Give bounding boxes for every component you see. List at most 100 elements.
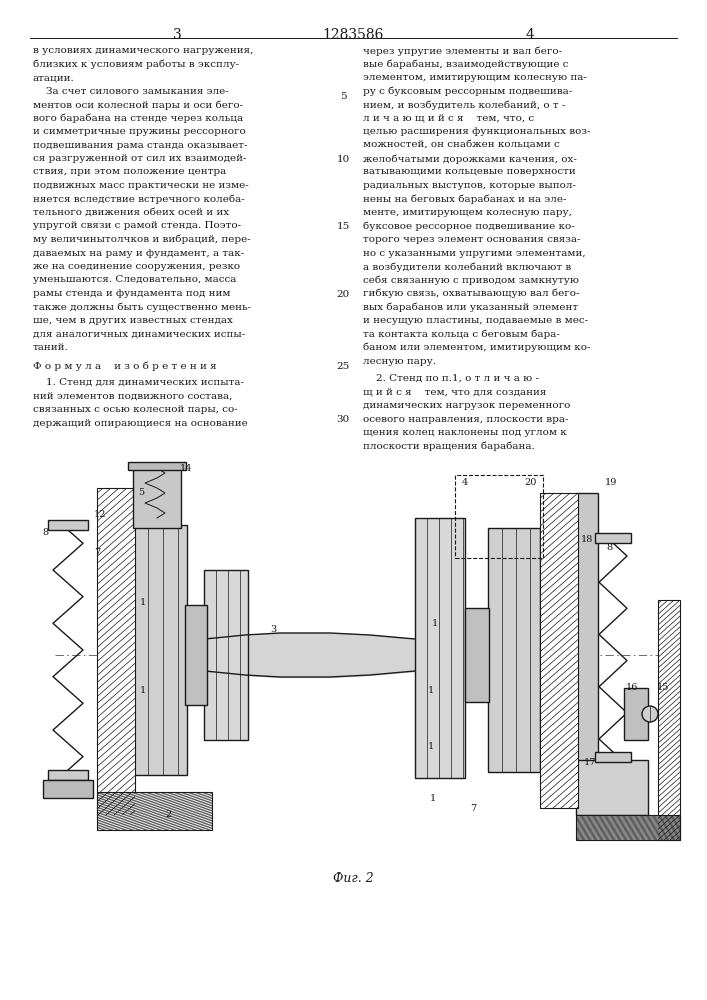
Text: гибкую связь, охватывающую вал бего-: гибкую связь, охватывающую вал бего- [363, 289, 580, 298]
Text: можностей, он снабжен кольцами с: можностей, он снабжен кольцами с [363, 140, 560, 149]
Text: щения колец наклонены под углом к: щения колец наклонены под углом к [363, 428, 567, 437]
Text: уменьшаются. Следовательно, масса: уменьшаются. Следовательно, масса [33, 275, 236, 284]
Bar [576, 760, 648, 815]
Text: 1: 1 [428, 742, 434, 751]
Bar [43, 780, 93, 798]
Text: 19: 19 [605, 478, 617, 487]
Text: менте, имитирующем колесную пару,: менте, имитирующем колесную пару, [363, 208, 572, 217]
Text: ний элементов подвижного состава,: ний элементов подвижного состава, [33, 391, 233, 400]
Text: 1: 1 [430, 794, 436, 803]
Text: 2: 2 [165, 810, 171, 819]
Text: для аналогичных динамических испы-: для аналогичных динамических испы- [33, 330, 245, 338]
Text: ствия, при этом положение центра: ствия, при этом положение центра [33, 167, 226, 176]
Text: атации.: атации. [33, 73, 75, 82]
Text: и симметричные пружины рессорного: и симметричные пружины рессорного [33, 127, 246, 136]
Text: а возбудители колебаний включают в: а возбудители колебаний включают в [363, 262, 571, 271]
Text: 3: 3 [173, 28, 182, 42]
Bar [576, 815, 680, 840]
Text: 17: 17 [584, 758, 597, 767]
Bar [97, 488, 135, 815]
Text: ментов оси колесной пары и оси бего-: ментов оси колесной пары и оси бего- [33, 100, 243, 109]
Bar [624, 688, 648, 740]
Text: 7: 7 [94, 548, 100, 557]
Bar [415, 518, 465, 778]
Bar [48, 520, 88, 530]
Text: 1: 1 [428, 686, 434, 695]
Text: буксовое рессорное подвешивание ко-: буксовое рессорное подвешивание ко- [363, 222, 575, 231]
Text: целью расширения функциональных воз-: целью расширения функциональных воз- [363, 127, 590, 136]
Text: вого барабана на стенде через кольца: вого барабана на стенде через кольца [33, 113, 243, 123]
Text: 20: 20 [337, 290, 350, 299]
Text: 7: 7 [470, 804, 477, 813]
Text: 5: 5 [339, 92, 346, 101]
Text: За счет силового замыкания эле-: За счет силового замыкания эле- [33, 87, 229, 96]
Text: няется вследствие встречного колеба-: няется вследствие встречного колеба- [33, 194, 245, 204]
Text: 5: 5 [138, 488, 144, 497]
Text: 25: 25 [337, 362, 350, 371]
Bar [97, 792, 212, 830]
Text: нием, и возбудитель колебаний, о т -: нием, и возбудитель колебаний, о т - [363, 100, 566, 109]
Bar [595, 533, 631, 543]
Text: тельного движения обеих осей и их: тельного движения обеих осей и их [33, 208, 229, 217]
Text: 10: 10 [337, 155, 350, 164]
Text: близких к условиям работы в эксплу-: близких к условиям работы в эксплу- [33, 60, 239, 69]
Text: Фиг. 2: Фиг. 2 [332, 872, 373, 885]
Text: 8: 8 [606, 543, 612, 552]
Text: радиальных выступов, которые выпол-: радиальных выступов, которые выпол- [363, 181, 576, 190]
Bar [488, 528, 540, 772]
Text: 4: 4 [462, 478, 468, 487]
Text: 1: 1 [140, 686, 146, 695]
Text: плоскости вращения барабана.: плоскости вращения барабана. [363, 442, 534, 451]
Text: ся разгруженной от сил их взаимодей-: ся разгруженной от сил их взаимодей- [33, 154, 247, 163]
Text: 1. Стенд для динамических испыта-: 1. Стенд для динамических испыта- [33, 378, 244, 387]
Text: 1: 1 [432, 619, 438, 628]
Text: и несущую пластины, подаваемые в мес-: и несущую пластины, подаваемые в мес- [363, 316, 588, 325]
Bar [133, 468, 181, 528]
Bar [576, 493, 598, 808]
Bar [185, 605, 207, 705]
Text: также должны быть существенно мень-: также должны быть существенно мень- [33, 302, 251, 312]
Text: 20: 20 [524, 478, 537, 487]
Text: рамы стенда и фундамента под ним: рамы стенда и фундамента под ним [33, 289, 230, 298]
Bar [204, 570, 248, 740]
Text: 18: 18 [581, 535, 593, 544]
Text: упругой связи с рамой стенда. Поэто-: упругой связи с рамой стенда. Поэто- [33, 222, 241, 231]
Bar [540, 493, 578, 808]
Text: подвешивания рама станда оказывает-: подвешивания рама станда оказывает- [33, 140, 247, 149]
Text: нены на беговых барабанах и на эле-: нены на беговых барабанах и на эле- [363, 194, 566, 204]
Text: себя связанную с приводом замкнутую: себя связанную с приводом замкнутую [363, 275, 579, 285]
Text: торого через элемент основания связа-: торого через элемент основания связа- [363, 235, 580, 244]
Bar [595, 752, 631, 762]
Text: 1: 1 [140, 598, 146, 607]
Text: 12: 12 [94, 510, 107, 519]
Text: лесную пару.: лесную пару. [363, 357, 436, 365]
Text: в условиях динамического нагружения,: в условиях динамического нагружения, [33, 46, 253, 55]
Text: динамических нагрузок переменного: динамических нагрузок переменного [363, 401, 571, 410]
Text: 2. Стенд по п.1, о т л и ч а ю -: 2. Стенд по п.1, о т л и ч а ю - [363, 374, 539, 383]
Text: 3: 3 [270, 625, 276, 634]
Text: держащий опирающиеся на основание: держащий опирающиеся на основание [33, 418, 247, 428]
Text: подвижных масс практически не изме-: подвижных масс практически не изме- [33, 181, 249, 190]
Text: ру с буксовым рессорным подвешива-: ру с буксовым рессорным подвешива- [363, 87, 572, 96]
Text: ватывающими кольцевые поверхности: ватывающими кольцевые поверхности [363, 167, 575, 176]
Text: вых барабанов или указанный элемент: вых барабанов или указанный элемент [363, 302, 578, 312]
Bar [658, 600, 680, 840]
Text: щ и й с я    тем, что для создания: щ и й с я тем, что для создания [363, 387, 547, 396]
Text: осевого направления, плоскости вра-: осевого направления, плоскости вра- [363, 414, 568, 424]
Text: 4: 4 [525, 28, 534, 42]
Bar [455, 475, 543, 558]
Bar [128, 462, 186, 470]
Text: 8: 8 [42, 528, 48, 537]
Text: Ф о р м у л а    и з о б р е т е н и я: Ф о р м у л а и з о б р е т е н и я [33, 361, 216, 371]
Text: 16: 16 [626, 683, 638, 692]
Bar [48, 770, 88, 780]
Text: та контакта кольца с беговым бара-: та контакта кольца с беговым бара- [363, 330, 560, 339]
Text: таний.: таний. [33, 343, 69, 352]
Text: желобчатыми дорожками качения, ох-: желобчатыми дорожками качения, ох- [363, 154, 577, 163]
Text: л и ч а ю щ и й с я    тем, что, с: л и ч а ю щ и й с я тем, что, с [363, 113, 534, 122]
Text: элементом, имитирующим колесную па-: элементом, имитирующим колесную па- [363, 73, 587, 82]
Text: му величинытолчков и вибраций, пере-: му величинытолчков и вибраций, пере- [33, 235, 251, 244]
Text: даваемых на раму и фундамент, а так-: даваемых на раму и фундамент, а так- [33, 248, 244, 257]
Circle shape [642, 706, 658, 722]
Text: 30: 30 [337, 415, 350, 424]
